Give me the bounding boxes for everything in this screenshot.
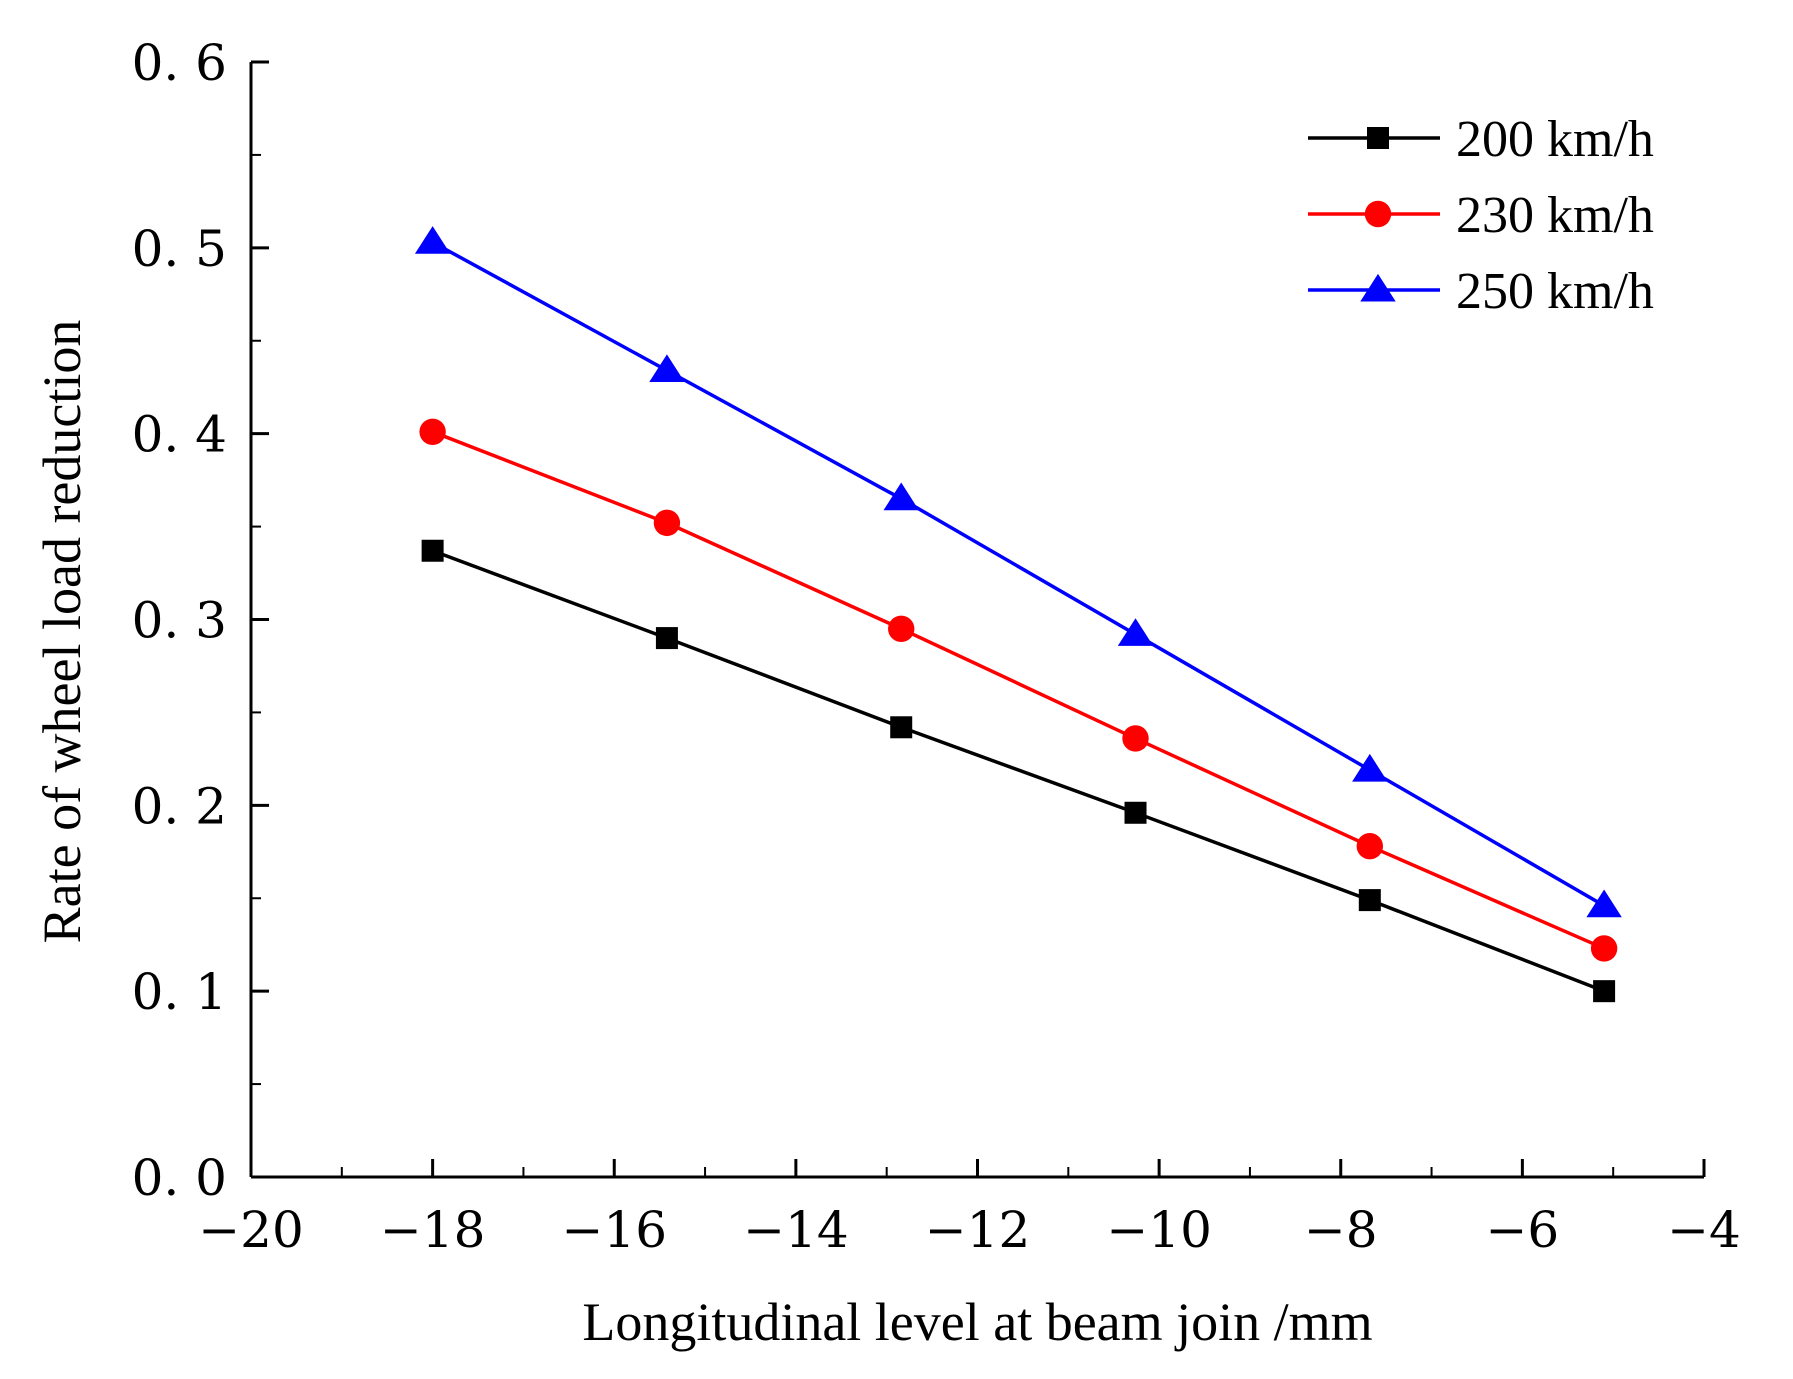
legend-item: 230 km/h [1308,187,1654,244]
legend-item: 250 km/h [1308,263,1654,320]
x-tick-label: −4 [1667,1201,1741,1259]
legend-marker [1364,200,1392,228]
legend: 200 km/h 230 km/h 250 km/h [1308,111,1654,320]
y-tick-label: 0. 6 [132,34,227,92]
series-line [431,430,1605,951]
y-axis-title: Rate of wheel load reduction [32,320,92,944]
y-tick-label: 0. 4 [132,406,227,464]
data-point [1586,889,1622,918]
data-point [1358,889,1381,912]
data-point [1122,725,1149,752]
series-line [431,240,1605,908]
y-tick-label: 0. 1 [132,963,227,1021]
data-point [653,509,681,537]
data-point [1117,618,1154,646]
series-layer [414,226,1622,1003]
data-point [419,418,446,446]
legend-marker [1360,273,1396,302]
x-tick-label: −14 [743,1201,849,1259]
data-point [1124,801,1147,824]
y-tick-label: 0. 0 [132,1149,227,1207]
data-point [1590,935,1618,962]
y-tick-label: 0. 3 [132,592,227,650]
legend-label: 230 km/h [1456,187,1654,244]
series-250-km-h [414,226,1622,918]
series-200-km-h [421,539,1616,1003]
data-point [421,539,444,562]
x-tick-label: −18 [380,1201,486,1259]
x-tick-label: −20 [198,1201,304,1259]
legend-label: 250 km/h [1456,263,1654,320]
data-point [888,615,915,642]
data-point [890,716,913,739]
x-tick-label: −10 [1106,1201,1212,1259]
legend-item: 200 km/h [1308,111,1654,168]
x-tick-label: −16 [561,1201,667,1259]
data-point [1356,833,1384,860]
x-tick-label: −8 [1304,1201,1378,1259]
data-point [1593,980,1616,1003]
x-axis-title: Longitudinal level at beam join /mm [582,1292,1372,1352]
legend-label: 200 km/h [1456,111,1654,168]
data-point [1352,753,1388,782]
data-point [649,354,685,383]
series-line [432,549,1605,993]
y-tick-label: 0. 5 [132,220,227,278]
data-point [883,482,919,511]
data-point [655,627,678,650]
series-230-km-h [419,418,1618,962]
axes: −20 −18 −16 −14 −12 −10 −8 −6 −4 0. 0 0. 1 0. 2 0. 3… [132,34,1741,1259]
x-tick-label: −12 [925,1201,1031,1259]
x-tick-label: −6 [1486,1201,1560,1259]
data-point [414,226,451,254]
y-tick-label: 0. 2 [132,777,227,835]
legend-marker [1367,127,1389,149]
